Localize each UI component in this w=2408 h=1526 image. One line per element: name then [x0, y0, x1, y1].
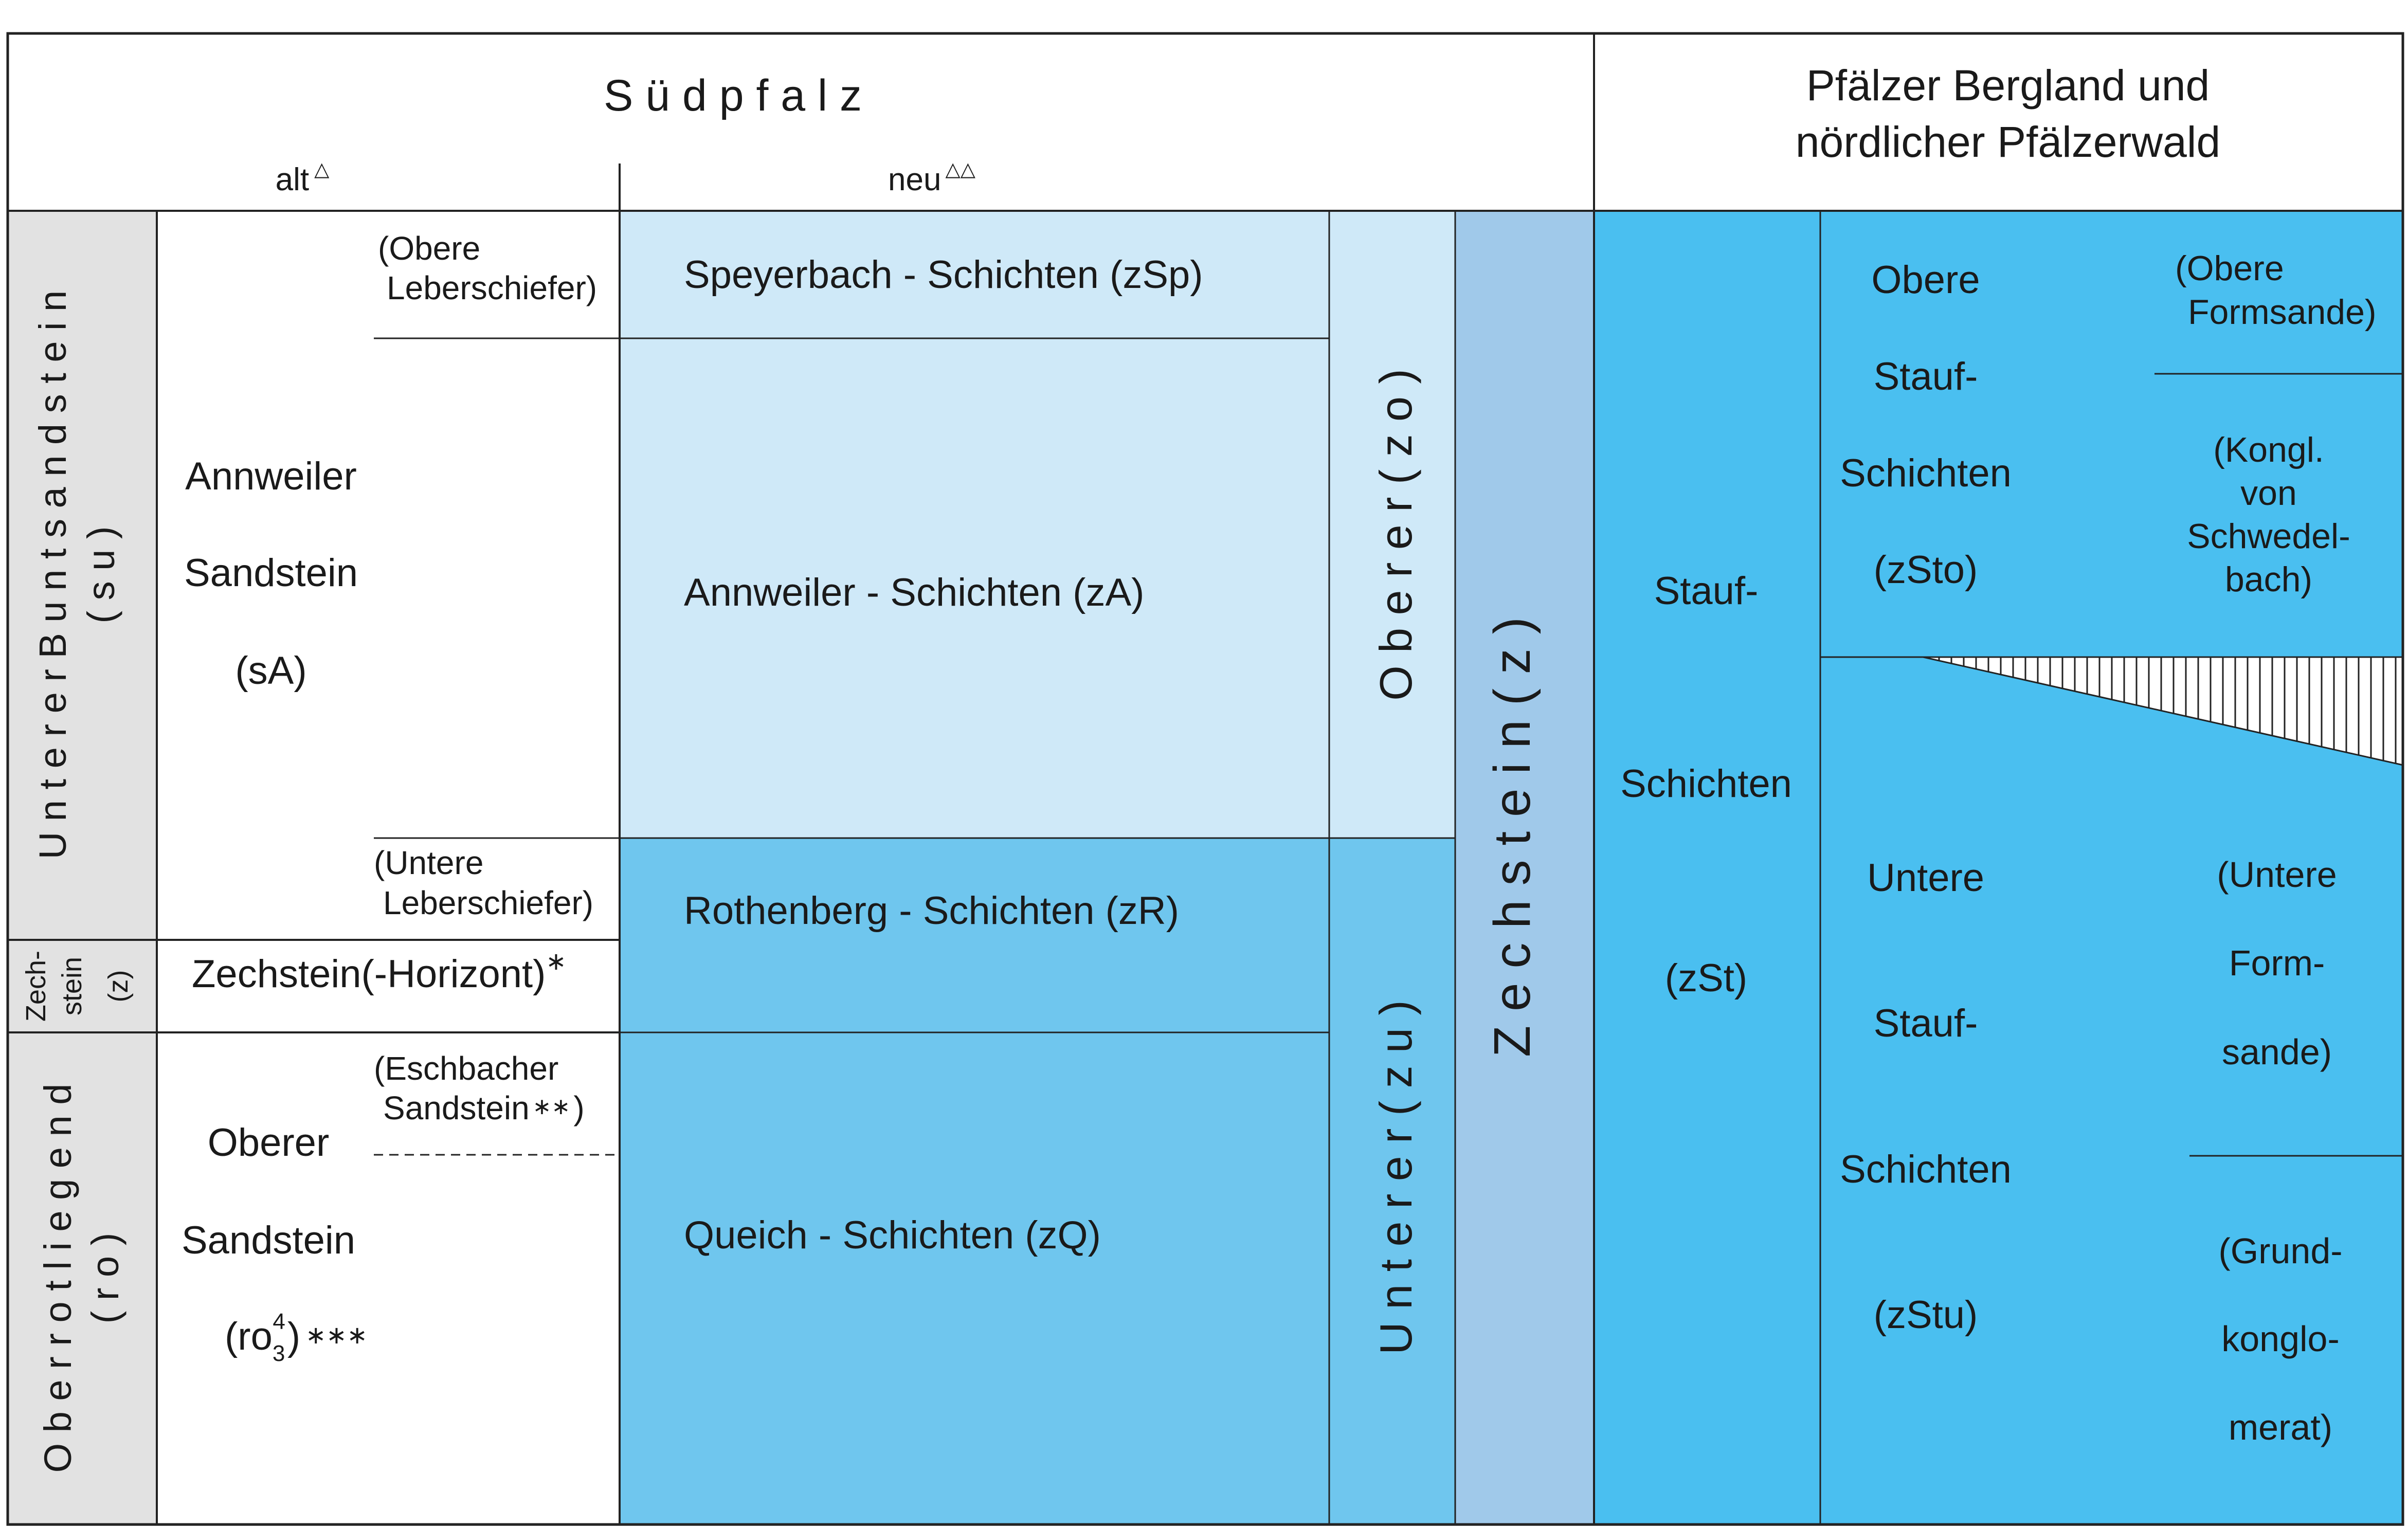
annweiler-sandstein-1: Annweiler — [185, 455, 357, 498]
kongl-2: von — [2240, 474, 2297, 513]
annweiler-sandstein-3: (sA) — [235, 649, 306, 693]
label-zech: Zech- — [21, 951, 51, 1022]
kongl-3: Schwedel- — [2187, 517, 2350, 556]
speyerbach-schichten: Speyerbach - Schichten (zSp) — [684, 253, 1203, 297]
neu-labels: Speyerbach - Schichten (zSp) Annweiler -… — [684, 253, 1541, 1355]
header: S ü d p f a l z alt △ neu △△ Pfälzer Bergl… — [276, 61, 2221, 197]
right-labels: Stauf- Schichten (zSt) Obere Stauf- Schi… — [1620, 249, 2376, 1447]
label-stein: stein — [57, 957, 87, 1015]
oberer-sandstein-1: Oberer — [208, 1121, 330, 1165]
obere-formsande-1: (Obere — [2175, 249, 2284, 288]
label-z-small: (z) — [103, 970, 134, 1003]
ro-formula: (ro34) ∗∗∗ — [225, 1309, 368, 1366]
fill-alt-grey-column — [8, 211, 157, 1524]
obere-leberschiefer-2: Leberschiefer) — [387, 269, 597, 306]
outer-border — [6, 32, 2404, 1526]
annweiler-schichten: Annweiler - Schichten (zA) — [684, 571, 1144, 614]
fill-zechstein-column — [1455, 211, 1594, 1524]
untere-leberschiefer-2: Leberschiefer) — [383, 884, 593, 921]
obere-stauf-1: Obere — [1871, 258, 1980, 302]
eschbacher-1: (Eschbacher — [374, 1050, 558, 1087]
grundkonglomerat-3: merat) — [2229, 1407, 2332, 1447]
label-unterer-zu: U n t e r e r ( z u ) — [1370, 1000, 1421, 1354]
label-oberrotliegend: O b e r r o t l i e g e n d — [37, 1084, 79, 1473]
rothenberg-schichten: Rothenberg - Schichten (zR) — [684, 889, 1179, 933]
untere-leberschiefer-1: (Untere — [374, 844, 483, 881]
title-pfalz-line1: Pfälzer Bergland und — [1806, 61, 2210, 110]
obere-stauf-2: Stauf- — [1874, 355, 1978, 398]
fill-rothenberg-queich — [620, 838, 1455, 1524]
grundkonglomerat-1: (Grund- — [2218, 1231, 2342, 1271]
kongl-4: bach) — [2225, 560, 2312, 599]
eschbacher-2: Sandstein ∗∗) — [383, 1089, 585, 1127]
untere-stauf-2: Stauf- — [1874, 1002, 1978, 1045]
title-suedpfalz: S ü d p f a l z — [604, 71, 862, 120]
title-pfalz-line2: nördlicher Pfälzerwald — [1796, 118, 2220, 166]
obere-formsande-2: Formsande) — [2188, 293, 2377, 332]
background-fills — [8, 211, 2404, 1524]
obere-stauf-4: (zSto) — [1874, 548, 1978, 592]
untere-stauf-3: Schichten — [1840, 1148, 2012, 1191]
fill-speyerbach-annweiler — [620, 211, 1455, 838]
grid-lines — [6, 32, 2404, 1526]
untere-formsande-2: Form- — [2229, 943, 2325, 983]
stauf-schichten-3: (zSt) — [1665, 956, 1747, 1000]
fill-right-section — [1594, 211, 2403, 1524]
kongl-1: (Kongl. — [2213, 430, 2324, 469]
alt-white-labels: Annweiler Sandstein (sA) (Obere Lebersch… — [182, 230, 597, 1366]
obere-stauf-3: Schichten — [1840, 451, 2012, 495]
untere-stauf-4: (zStu) — [1874, 1293, 1978, 1337]
label-ro: ( r o ) — [84, 1233, 126, 1324]
untere-stauf-1: Untere — [1867, 856, 1984, 900]
alt-grey-labels: U n t e r e r B u n t s a n d s t e i n … — [21, 290, 134, 1473]
obere-leberschiefer-1: (Obere — [378, 230, 480, 267]
stauf-schichten-1: Stauf- — [1654, 569, 1759, 613]
label-alt: alt △ — [276, 159, 330, 197]
queich-schichten: Queich - Schichten (zQ) — [684, 1213, 1101, 1257]
annweiler-sandstein-2: Sandstein — [184, 551, 358, 595]
label-oberer-zo: O b e r e r ( z o ) — [1370, 369, 1421, 700]
grundkonglomerat-2: konglo- — [2221, 1319, 2340, 1359]
zechstein-horizont: Zechstein(-Horizont)∗ — [192, 948, 567, 996]
untere-formsande-1: (Untere — [2217, 855, 2337, 895]
label-unterer-buntsandstein: U n t e r e r B u n t s a n d s t e i n — [31, 290, 74, 859]
label-su: ( s u ) — [80, 526, 122, 623]
untere-formsande-3: sande) — [2222, 1032, 2332, 1072]
label-zechstein-z: Z e c h s t e i n ( z ) — [1483, 617, 1541, 1057]
label-neu: neu △△ — [888, 159, 976, 197]
oberer-sandstein-2: Sandstein — [182, 1219, 355, 1262]
stauf-schichten-2: Schichten — [1620, 762, 1792, 806]
